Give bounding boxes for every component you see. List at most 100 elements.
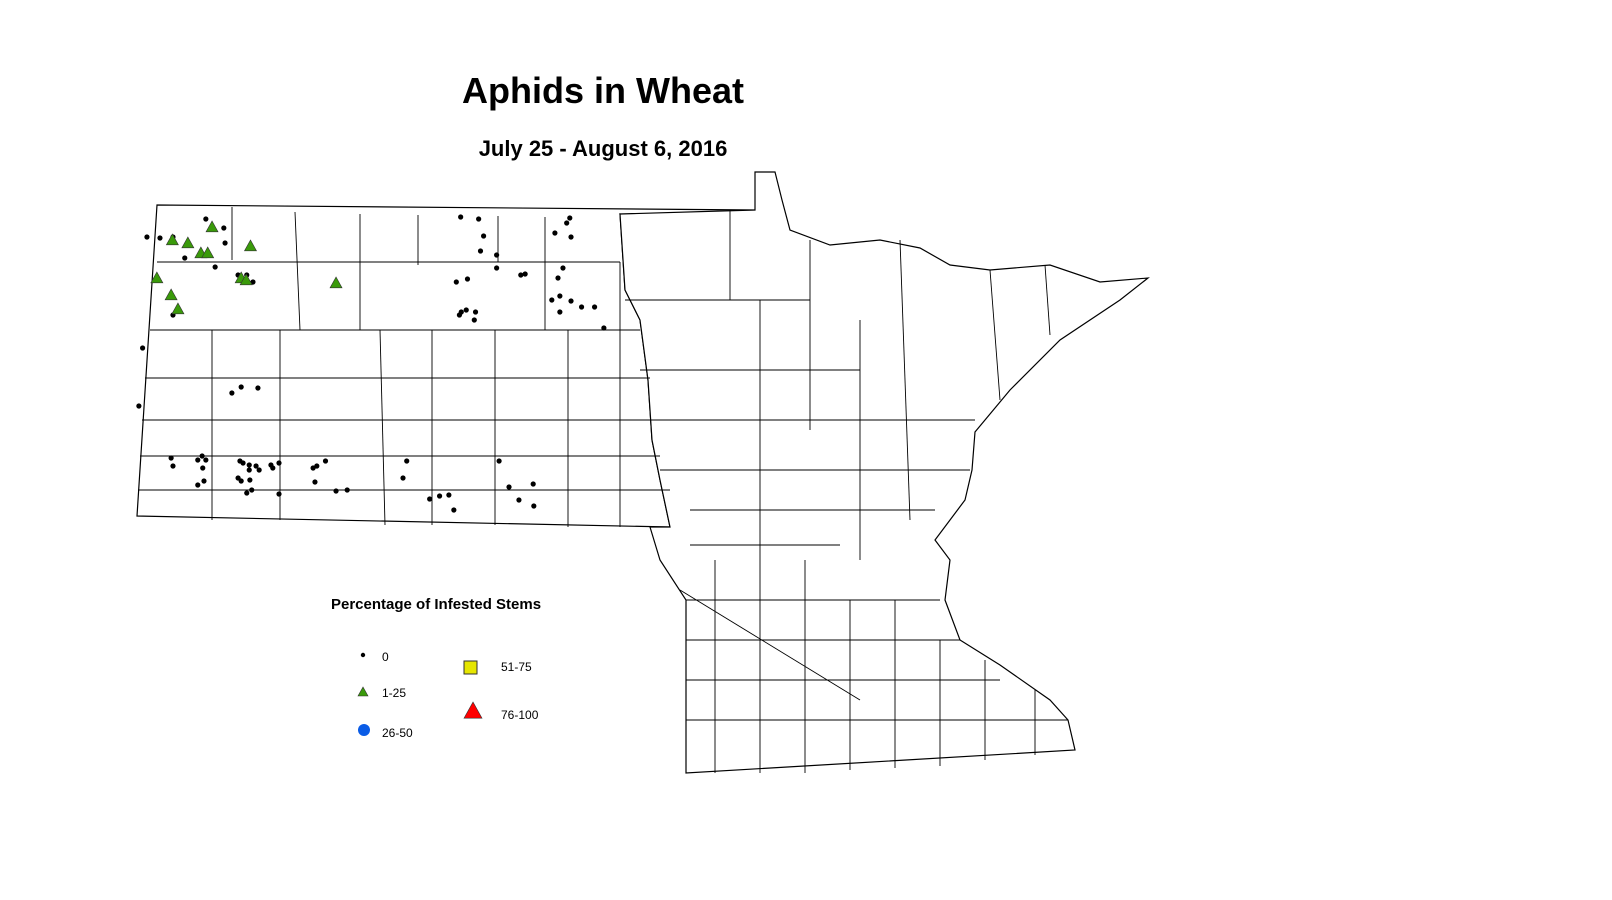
observation-1-25-triangle <box>201 246 215 259</box>
observation-0-dot <box>246 467 252 473</box>
observation-0-dot <box>601 325 607 331</box>
observation-1-25-triangle <box>239 273 253 286</box>
legend-blue-circle-icon <box>358 724 370 736</box>
observation-0-dot <box>481 233 487 239</box>
observation-0-dot <box>195 482 201 488</box>
observation-0-dot <box>578 304 585 310</box>
observation-1-25-triangle <box>243 239 257 252</box>
observation-0-dot <box>240 460 246 466</box>
observation-0-dot <box>458 214 464 220</box>
observation-0-dot <box>557 293 563 299</box>
legend-yellow-square-icon <box>463 660 478 675</box>
observation-0-dot <box>591 304 598 310</box>
observation-0-dot <box>560 265 566 271</box>
observation-0-dot <box>310 465 316 471</box>
observation-0-dot <box>557 309 563 315</box>
legend-red-triangle-icon <box>463 701 483 719</box>
observation-0-dot <box>552 230 558 236</box>
observation-0-dot <box>244 490 250 496</box>
observation-0-dot <box>456 312 463 318</box>
county-line <box>379 329 386 526</box>
observation-0-dot <box>312 479 318 485</box>
observation-0-dot <box>195 457 201 463</box>
observation-0-dot <box>333 488 339 494</box>
observation-0-dot <box>564 220 570 226</box>
observation-0-dot <box>270 465 276 471</box>
county-line <box>294 211 301 331</box>
observation-0-dot <box>451 507 457 513</box>
minnesota-outline <box>619 171 1150 774</box>
observation-0-dot <box>253 463 259 469</box>
observation-0-dot <box>238 384 244 390</box>
observation-0-dot <box>212 264 218 270</box>
county-boundaries <box>138 207 1068 773</box>
observation-0-dot <box>221 225 227 231</box>
observation-0-dot <box>200 465 206 471</box>
observation-0-dot <box>246 462 252 468</box>
observation-0-dot <box>201 478 207 484</box>
county-line <box>899 239 911 521</box>
observation-1-25-triangle <box>205 220 219 233</box>
observation-1-25-triangle <box>150 271 164 284</box>
observation-0-dot <box>140 345 146 351</box>
observation-0-dot <box>464 276 471 282</box>
observation-0-dot <box>567 215 573 221</box>
observation-0-dot <box>203 457 209 463</box>
legend-label-51-75: 51-75 <box>501 660 532 674</box>
observation-0-dot <box>568 234 574 240</box>
observation-0-dot <box>516 497 522 503</box>
observation-0-dot <box>170 463 176 469</box>
observation-1-25-triangle <box>164 288 178 301</box>
observation-0-dot <box>555 275 561 281</box>
observation-0-dot <box>530 481 536 487</box>
observation-1-25-triangle <box>181 236 195 249</box>
legend-green-triangle-icon <box>357 686 369 697</box>
legend-label-76-100: 76-100 <box>501 708 539 722</box>
observation-0-dot <box>247 477 253 483</box>
observation-0-dot <box>238 478 244 484</box>
observation-0-dot <box>136 403 142 409</box>
observation-0-dot <box>404 458 410 464</box>
observation-0-dot <box>256 467 262 473</box>
observation-0-dot <box>255 385 261 391</box>
observation-0-dot <box>276 460 282 466</box>
observation-0-dot <box>344 487 350 493</box>
observation-0-dot <box>463 307 469 313</box>
legend-dot-icon <box>360 652 366 658</box>
observation-0-dot <box>506 484 512 490</box>
observation-0-dot <box>249 487 255 493</box>
observation-0-dot <box>568 298 574 304</box>
legend-label-0: 0 <box>382 650 389 664</box>
observation-0-dot <box>182 255 188 261</box>
observation-1-25-triangle <box>165 233 179 246</box>
legend-label-1-25: 1-25 <box>382 686 407 700</box>
observation-0-dot <box>477 248 484 254</box>
observation-0-dot <box>494 265 500 271</box>
observation-0-dot <box>400 475 406 481</box>
observation-0-dot <box>531 503 537 509</box>
map-subtitle: July 25 - August 6, 2016 <box>478 136 728 161</box>
county-line <box>679 589 861 701</box>
observation-0-dot <box>446 492 452 498</box>
observation-0-dot <box>276 491 282 497</box>
observation-0-dot <box>494 252 500 258</box>
county-line <box>1044 264 1051 336</box>
legend-label-26-50: 26-50 <box>382 726 413 740</box>
observation-0-dot <box>322 458 329 464</box>
observation-0-dot <box>453 279 459 285</box>
observation-0-dot <box>436 493 443 499</box>
observation-0-dot <box>471 317 477 323</box>
observation-0-dot <box>157 235 163 241</box>
county-line <box>989 269 1001 401</box>
observation-0-dot <box>144 234 150 240</box>
observation-0-dot <box>427 496 433 502</box>
observation-0-dot <box>168 455 174 461</box>
legend-title: Percentage of Infested Stems <box>331 596 542 613</box>
observation-0-dot <box>549 297 555 303</box>
observation-0-dot <box>203 216 209 222</box>
observation-0-dot <box>476 216 482 222</box>
observation-0-dot <box>250 279 256 285</box>
observation-0-dot <box>522 271 528 277</box>
